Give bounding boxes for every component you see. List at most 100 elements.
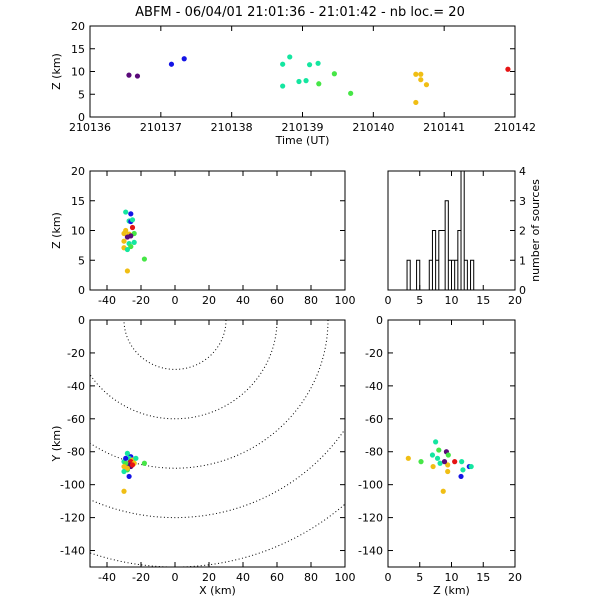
z-y-view-point (445, 468, 451, 475)
x-height-xtick-label: 0 (172, 294, 179, 307)
z-y-view-xtick-label: 15 (476, 571, 490, 584)
x-height-xtick-label: 20 (202, 294, 216, 307)
z-y-view-xtick-label: 10 (445, 571, 459, 584)
height-histogram-xtick-label: 10 (445, 294, 459, 307)
time-height-ytick-label: 10 (71, 66, 85, 79)
z-y-view-point (418, 459, 424, 465)
plan-view-xtick-label: 60 (270, 571, 284, 584)
plan-view-ytick-label: -120 (60, 512, 85, 525)
time-height-point (348, 90, 354, 96)
z-y-view-ytick-label: -80 (365, 446, 383, 459)
data-layer (121, 54, 515, 494)
time-height-point (280, 61, 286, 67)
time-height-point (126, 72, 132, 78)
z-y-view-xtick-label: 0 (385, 571, 392, 584)
plan-view-point (124, 450, 130, 456)
plan-view-xtick-label: 0 (172, 571, 179, 584)
z-y-view-point (430, 463, 436, 470)
time-height-ytick-label: 20 (71, 20, 85, 33)
plan-view-point (126, 473, 132, 480)
z-y-view-point (436, 447, 442, 453)
time-height-point (413, 71, 419, 77)
plan-view-point (123, 455, 129, 461)
time-height-xtick-label: 210142 (494, 121, 536, 134)
plan-view-xtick-label: 80 (304, 571, 318, 584)
time-height-point (306, 62, 313, 68)
x-height-xtick-label: -20 (132, 294, 150, 307)
time-height-ytick-label: 0 (78, 111, 85, 124)
z-y-view-xtick-label: 20 (508, 571, 522, 584)
plan-view-ytick-label: -60 (67, 413, 85, 426)
z-y-view-ytick-label: -60 (365, 413, 383, 426)
plan-view-ytick-label: -100 (60, 479, 85, 492)
plan-view-point (124, 465, 130, 471)
z-y-view-point (445, 452, 451, 458)
plan-view-ytick-label: -140 (60, 545, 85, 558)
plan-view-x-axis-title: X (km) (199, 584, 236, 597)
z-y-view-ytick-label: -120 (358, 512, 383, 525)
time-height-point (505, 66, 511, 72)
z-y-view-point (458, 473, 464, 480)
x-height-ytick-label: 20 (71, 165, 85, 178)
time-height-xtick-label: 210136 (69, 121, 111, 134)
x-height-point (129, 224, 136, 231)
time-height-point (280, 83, 286, 89)
z-y-view-point (452, 459, 458, 465)
time-height-xtick-label: 210139 (282, 121, 324, 134)
x-height-xtick-label: 80 (304, 294, 318, 307)
time-height-point (134, 73, 141, 79)
x-height-ytick-label: 0 (78, 284, 85, 297)
plan-view-point (121, 488, 127, 494)
x-height-point (128, 211, 134, 217)
axis-labels: 210136 210137 210138 210139 210140 210141 2101… (50, 20, 542, 597)
plan-view-ytick-label: -80 (67, 446, 85, 459)
x-height-point (141, 256, 147, 262)
time-height-x-axis-title: Time (UT) (275, 134, 330, 147)
plan-view-point (121, 468, 127, 475)
z-y-view-ytick-label: -40 (365, 380, 383, 393)
time-height-xtick-label: 210140 (352, 121, 394, 134)
time-height-point (315, 60, 321, 66)
time-height-point (423, 82, 430, 88)
figure-title: ABFM - 06/04/01 21:01:36 - 21:01:42 - nb… (135, 5, 465, 20)
x-height-ytick-label: 5 (78, 254, 85, 267)
time-height-point (303, 78, 309, 84)
time-height-xtick-label: 210141 (423, 121, 465, 134)
x-height-ytick-label: 10 (71, 225, 85, 238)
x-height-point (129, 217, 136, 223)
x-height-point (128, 243, 134, 250)
height-histogram-xtick-label: 15 (476, 294, 490, 307)
x-height-point (124, 234, 130, 240)
plan-view-xtick-label: -20 (132, 571, 150, 584)
x-height-point (124, 268, 130, 274)
z-y-view-point (468, 463, 474, 470)
z-y-view-ytick-label: -100 (358, 479, 383, 492)
range-ring (90, 428, 345, 519)
x-height-xtick-label: -40 (98, 294, 116, 307)
x-height-xtick-label: 40 (236, 294, 250, 307)
z-y-view-point (434, 455, 441, 461)
plan-view-xtick-label: 100 (335, 571, 356, 584)
time-height-y-axis-title: Z (km) (50, 53, 63, 90)
time-height-point (181, 56, 187, 62)
z-y-view-point (445, 462, 451, 468)
height-histogram-ytick-label: 2 (519, 225, 526, 238)
plan-view-ytick-label: -40 (67, 380, 85, 393)
x-height-ytick-label: 15 (71, 195, 85, 208)
time-height-point (287, 54, 293, 60)
x-height-y-axis-title: Z (km) (50, 212, 63, 249)
x-height-point (123, 227, 129, 234)
height-histogram-xtick-label: 0 (385, 294, 392, 307)
height-histogram-xtick-label: 20 (508, 294, 522, 307)
height-histogram-ytick-label: 0 (519, 284, 526, 297)
plan-view-xtick-label: 20 (202, 571, 216, 584)
time-height-point (418, 77, 424, 83)
time-height-point (168, 61, 175, 67)
x-height-point (121, 238, 127, 244)
time-height-point (413, 99, 419, 106)
z-y-view-point (459, 459, 465, 465)
z-y-view-ytick-label: 0 (376, 314, 383, 327)
z-y-view-point (437, 460, 443, 466)
x-height-point (131, 239, 137, 245)
time-height-xtick-label: 210138 (211, 121, 253, 134)
